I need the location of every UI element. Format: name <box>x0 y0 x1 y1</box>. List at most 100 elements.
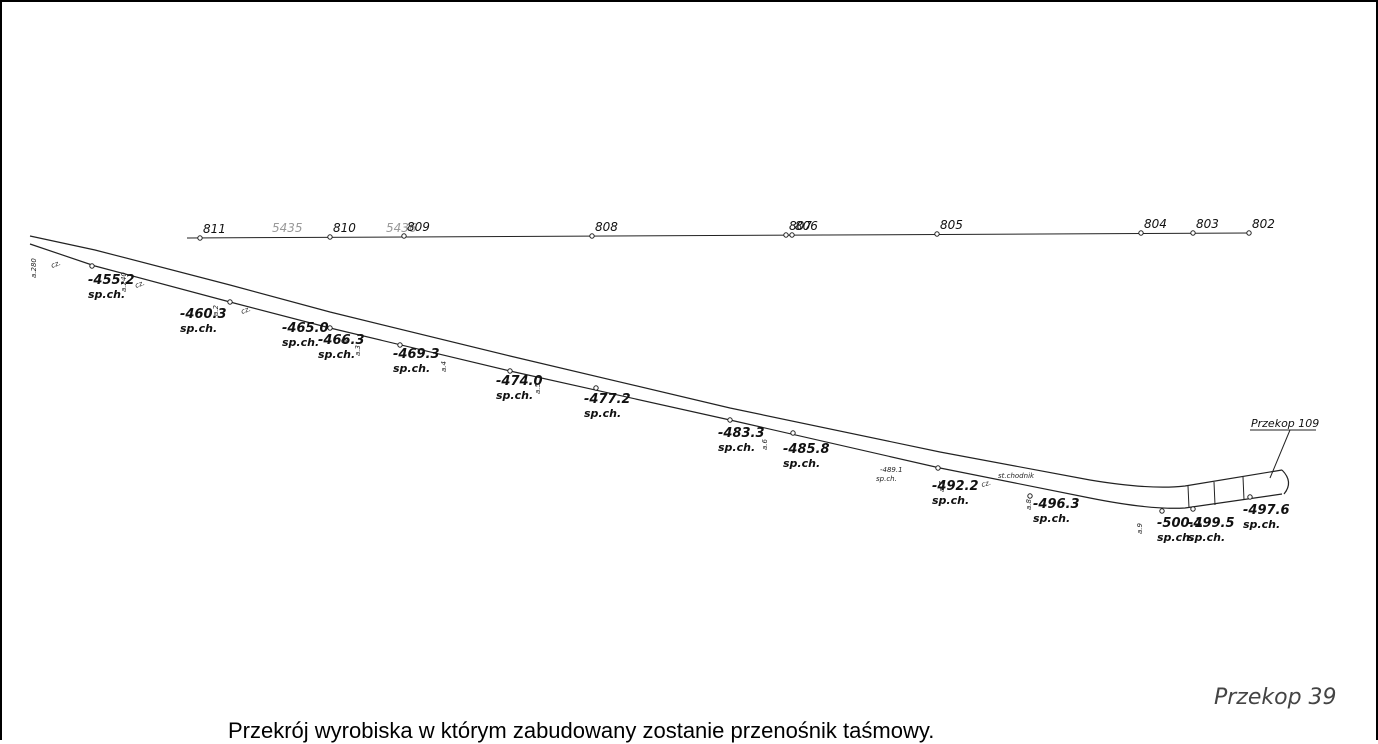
profile-point: -499.5sp.ch. <box>1188 506 1235 544</box>
station-point <box>934 231 940 237</box>
tunnel-profile: -455.2sp.ch.-460.3sp.ch. -465.0sp.ch.-466… <box>29 235 1290 544</box>
profile-point-marker <box>327 325 333 331</box>
profile-elevation: -499.5 <box>1188 516 1235 531</box>
profile-point: -474.0sp.ch. <box>496 368 543 402</box>
note-a5: a.5 <box>534 382 542 394</box>
przekop-39-label: Przekop 39 <box>1214 685 1337 710</box>
figure-caption: Przekrój wyrobiska w którym zabudowany z… <box>228 718 935 743</box>
profile-point-marker <box>727 417 733 423</box>
profile-point: -497.6sp.ch. <box>1243 494 1290 531</box>
station-804: 804 <box>1138 217 1167 236</box>
station-label: 805 <box>940 218 963 232</box>
profile-note: sp.ch. <box>1243 518 1280 531</box>
station-810: 810 <box>327 221 356 240</box>
profile-elevation: -483.3 <box>718 426 765 441</box>
tunnel-cross-wall <box>1213 481 1216 506</box>
przekop-109-callout: Przekop 109 <box>1250 417 1319 479</box>
profile-elevation: -485.8 <box>783 442 830 457</box>
station-label: 5435 <box>272 221 303 235</box>
note-mini-sp: sp.ch. <box>876 475 897 483</box>
station-label: 808 <box>595 220 618 234</box>
profile-point: -483.3sp.ch. <box>718 417 765 454</box>
profile-note: sp.ch. <box>1188 531 1225 544</box>
station-809: 809 <box>401 220 430 239</box>
profile-point: -477.2sp.ch. <box>584 385 631 420</box>
profile-point-marker <box>935 465 941 471</box>
note-cz: cz. <box>240 305 252 316</box>
station-point <box>327 234 333 240</box>
station-point <box>401 233 407 239</box>
station-point <box>783 232 789 238</box>
station-5435: 5435 <box>272 221 303 235</box>
profile-note: sp.ch. <box>1033 512 1070 525</box>
profile-note: sp.ch. <box>932 494 969 507</box>
profile-point: -492.2sp.ch. <box>932 465 979 507</box>
small-annotations: a.280 cz. a.240 cz. a.2 cz. a.3 a.4 a.5 … <box>30 258 1144 534</box>
profile-point-marker <box>89 263 95 269</box>
profile-elevation: -460.3 <box>180 307 227 322</box>
profile-elevation: -497.6 <box>1243 503 1290 518</box>
profile-note: sp.ch. <box>718 441 755 454</box>
station-805: 805 <box>934 218 963 237</box>
profile-point-marker <box>1027 493 1033 499</box>
station-811: 811 <box>197 222 226 241</box>
profile-point: -500.1sp.ch. <box>1157 508 1204 544</box>
tunnel-cross-wall <box>1187 485 1190 509</box>
profile-point-marker <box>1247 494 1253 500</box>
station-808: 808 <box>589 220 618 239</box>
station-label: 803 <box>1196 217 1219 231</box>
station-label: 809 <box>407 220 430 234</box>
profile-elevation: -465.0 <box>282 321 329 336</box>
profile-point-marker <box>341 338 347 344</box>
station-point <box>1246 230 1252 236</box>
profile-point: -485.8sp.ch. <box>783 430 830 470</box>
station-803: 803 <box>1190 217 1219 236</box>
note-cz: cz. <box>50 259 62 270</box>
profile-point-marker <box>397 342 403 348</box>
profile-point-marker <box>593 385 599 391</box>
profile-elevation: -500.1 <box>1157 516 1204 531</box>
profile-point: -466.3sp.ch. <box>318 333 365 361</box>
profile-point: -496.3sp.ch. <box>1027 493 1080 525</box>
station-label: 804 <box>1144 217 1167 231</box>
note-a2: a.2 <box>212 304 220 316</box>
note-cz: cz. <box>134 279 146 290</box>
profile-point-marker <box>1190 506 1196 512</box>
note-a6: a.6 <box>761 438 769 450</box>
station-807: 807 <box>783 219 812 238</box>
profile-elevation: -477.2 <box>584 392 631 407</box>
profile-note: sp.ch. <box>318 348 355 361</box>
tunnel-lower-boundary <box>29 243 1283 509</box>
profile-note: sp.ch. <box>88 288 125 301</box>
profile-elevation: -466.3 <box>318 333 365 348</box>
station-label: 811 <box>203 222 226 236</box>
profile-note: sp.ch. <box>180 322 217 335</box>
profile-elevation: -496.3 <box>1033 497 1080 512</box>
station-label: 810 <box>333 221 356 235</box>
profile-point: -465.0sp.ch. <box>282 321 333 349</box>
station-806: 806 <box>789 219 818 238</box>
station-5436: 5436 <box>386 221 417 235</box>
tunnel-cross-wall <box>1242 476 1245 501</box>
note-a240: a.240 <box>120 272 128 292</box>
station-label: 806 <box>795 219 818 233</box>
profile-note: sp.ch. <box>584 407 621 420</box>
note-a9: a.9 <box>1136 522 1144 534</box>
profile-note: sp.ch. <box>783 457 820 470</box>
tunnel-upper-boundary <box>29 235 1283 488</box>
note-a3: a.3 <box>354 345 362 356</box>
profile-note: sp.ch. <box>282 336 319 349</box>
profile-note: sp.ch. <box>1157 531 1194 544</box>
profile-elevation: -469.3 <box>393 347 440 362</box>
tunnel-end-cap <box>1281 469 1290 495</box>
profile-point: -469.3sp.ch. <box>393 342 440 375</box>
station-802: 802 <box>1246 217 1275 236</box>
profile-elevation: -492.2 <box>932 479 979 494</box>
profile-point-marker <box>507 368 513 374</box>
profile-elevation: -474.0 <box>496 374 543 389</box>
note-cz-extra: cz. <box>980 479 991 489</box>
profile-point-marker <box>790 430 796 436</box>
